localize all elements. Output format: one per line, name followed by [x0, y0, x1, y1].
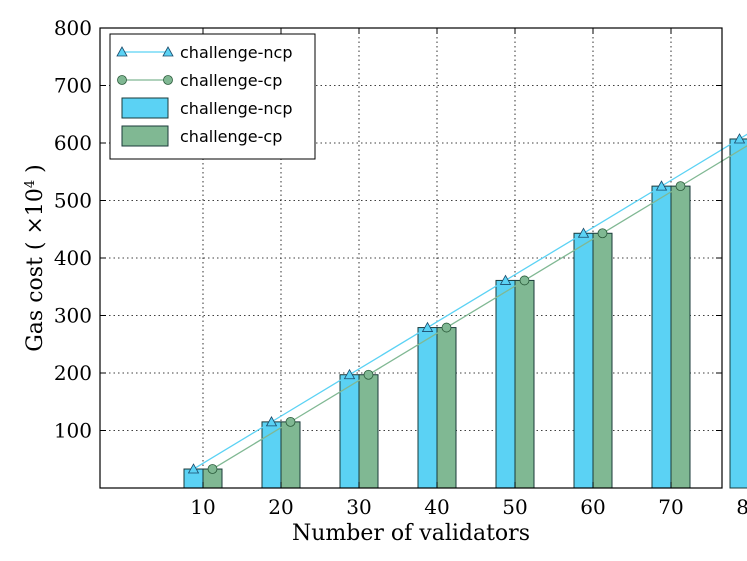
point-challenge-cp [363, 369, 374, 380]
point-challenge-ncp [265, 416, 278, 427]
bar-challenge-cp [514, 279, 535, 489]
legend-bar-swatch [121, 97, 169, 119]
bar-challenge-ncp [573, 232, 594, 489]
point-challenge-cp [597, 228, 608, 239]
legend-label: challenge-ncp [180, 43, 292, 62]
y-tick-label: 400 [54, 246, 92, 270]
y-tick-label: 500 [54, 189, 92, 213]
point-challenge-ncp [187, 463, 200, 474]
bar-challenge-ncp [729, 138, 747, 489]
x-tick-labels: 102030405060708090100 [190, 495, 747, 519]
legend-label: challenge-ncp [180, 99, 292, 118]
x-tick-label: 20 [268, 495, 293, 519]
bar-challenge-cp [670, 185, 691, 489]
y-tick-label: 200 [54, 361, 92, 385]
legend-label: challenge-cp [180, 71, 282, 90]
x-axis-label: Number of validators [292, 521, 530, 546]
bar-challenge-ncp [261, 421, 282, 489]
x-tick-label: 70 [658, 495, 683, 519]
point-challenge-ncp [343, 368, 356, 380]
x-tick-label: 10 [190, 495, 215, 519]
bar-challenge-cp [358, 374, 379, 489]
legend-marker [117, 75, 127, 85]
x-tick-label: 30 [346, 495, 371, 519]
legend-bar-swatch [121, 125, 169, 147]
point-challenge-cp [675, 181, 686, 192]
y-tick-label: 700 [54, 74, 92, 98]
point-challenge-ncp [421, 321, 434, 332]
x-tick-label: 60 [580, 495, 605, 519]
point-challenge-ncp [655, 180, 668, 191]
bars [183, 138, 747, 489]
y-tick-label: 600 [54, 131, 92, 155]
legend-marker [162, 46, 174, 57]
bar-challenge-ncp [339, 374, 360, 489]
point-challenge-ncp [733, 133, 746, 144]
legend-marker [116, 46, 128, 57]
series-lines [187, 133, 747, 474]
legend-marker [163, 75, 173, 85]
y-tick-label: 300 [54, 304, 92, 328]
line-challenge-ncp [193, 133, 747, 470]
line-challenge-cp [212, 145, 747, 470]
bar-challenge-ncp [651, 185, 672, 489]
point-challenge-cp [207, 464, 218, 474]
point-challenge-ncp [499, 274, 512, 285]
point-challenge-ncp [577, 227, 590, 238]
y-tick-label: 800 [54, 16, 92, 40]
y-tick-labels: 100 200 300 400 500 600 700 800 [54, 16, 92, 443]
x-tick-label: 50 [502, 495, 527, 519]
x-tick-label: 40 [424, 495, 449, 519]
legend: challenge-ncp challenge-cp challenge-ncp ch… [109, 33, 316, 160]
bar-challenge-ncp [495, 279, 516, 489]
point-challenge-cp [285, 416, 296, 427]
y-tick-label: 100 [54, 419, 92, 443]
bar-challenge-ncp [417, 327, 438, 489]
bar-challenge-cp [280, 421, 301, 489]
axis-ticks [100, 27, 722, 488]
bar-challenge-cp [436, 327, 457, 489]
point-challenge-cp [441, 322, 452, 333]
bar-challenge-cp [592, 232, 613, 489]
y-axis-label: Gas cost ( ×104 ) [23, 164, 48, 352]
point-challenge-cp [519, 275, 530, 286]
legend-label: challenge-cp [180, 127, 282, 146]
x-tick-label: 80 [736, 495, 747, 519]
